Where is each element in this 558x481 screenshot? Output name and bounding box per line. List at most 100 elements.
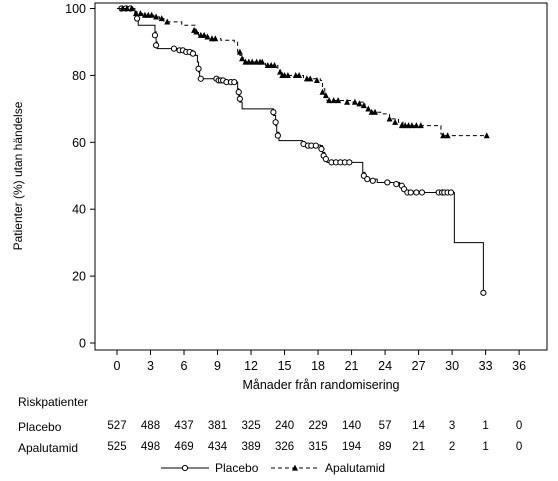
y-axis-label: Patienter (%) utan händelse (11, 101, 25, 250)
x-tick-label: 9 (214, 359, 221, 373)
censor-mark-placebo (418, 189, 426, 196)
censor-mark-apalutamid (319, 88, 326, 95)
censor-mark-apalutamid (365, 105, 372, 112)
censor-mark-apalutamid (124, 5, 131, 12)
risk-count: 1 (482, 420, 489, 432)
risk-table-title: Riskpatienter (18, 395, 89, 409)
censor-mark-apalutamid (330, 97, 337, 104)
x-tick-label: 21 (345, 359, 359, 373)
risk-count: 57 (378, 420, 392, 432)
censor-mark-apalutamid (483, 132, 490, 139)
censor-mark-apalutamid (132, 10, 139, 17)
censor-mark-apalutamid (119, 5, 126, 12)
y-tick-label: 0 (79, 337, 86, 351)
censor-mark-apalutamid (164, 18, 171, 25)
risk-count: 469 (174, 441, 194, 453)
censor-mark-apalutamid (212, 35, 219, 42)
censor-mark-placebo (322, 155, 329, 163)
risk-count: 240 (274, 420, 295, 432)
censor-mark-apalutamid (351, 98, 358, 105)
risk-count: 381 (207, 420, 228, 432)
risk-count: 140 (341, 420, 362, 432)
legend-item-apalutamid: Apalutamid (271, 461, 385, 475)
risk-count: 326 (274, 441, 295, 453)
x-tick-label: 30 (445, 359, 459, 373)
y-axis: 0 20 40 60 80 100 (65, 2, 95, 351)
censor-mark-apalutamid (335, 97, 342, 104)
risk-count: 325 (241, 420, 261, 432)
series-line-apalutamid (117, 8, 487, 137)
censor-mark-apalutamid (413, 122, 420, 129)
censor-mark-apalutamid (417, 122, 424, 129)
series-layer (117, 5, 490, 296)
risk-count: 527 (107, 420, 127, 432)
censor-mark-placebo (346, 159, 353, 166)
censor-mark-placebo (197, 75, 204, 82)
censor-mark-apalutamid (271, 61, 278, 68)
x-tick-label: 6 (181, 359, 188, 373)
risk-row-label-placebo: Placebo (18, 420, 62, 434)
legend-label-placebo: Placebo (215, 461, 259, 475)
risk-count: 3 (448, 420, 456, 432)
censor-mark-apalutamid (307, 75, 314, 82)
censor-mark-apalutamid (277, 68, 284, 75)
censor-mark-apalutamid (193, 28, 200, 35)
censor-mark-placebo (195, 65, 202, 72)
censor-mark-placebo (413, 189, 420, 196)
risk-count: 1 (482, 441, 489, 453)
x-axis-label: Månader från randomisering (242, 378, 399, 392)
censor-mark-placebo (480, 289, 487, 296)
plot-frame (94, 2, 548, 351)
x-tick-label: 12 (244, 359, 258, 373)
x-tick-label: 18 (311, 359, 325, 373)
censor-mark-placebo (384, 179, 391, 186)
censor-mark-placebo (407, 189, 414, 196)
censor-mark-apalutamid (249, 58, 256, 65)
censor-mark-placebo (364, 175, 371, 183)
censor-mark-apalutamid (204, 33, 211, 40)
risk-count: 525 (107, 441, 127, 453)
censor-mark-apalutamid (372, 108, 379, 115)
y-tick-label: 100 (65, 2, 86, 16)
censor-mark-apalutamid (296, 72, 303, 78)
censor-mark-apalutamid (356, 100, 363, 107)
y-tick-label: 60 (72, 136, 86, 150)
risk-count: 0 (515, 420, 523, 432)
risk-count: 229 (308, 420, 328, 432)
censor-mark-apalutamid (392, 118, 399, 125)
censor-mark-apalutamid (344, 98, 351, 105)
risk-row-label-apalutamid: Apalutamid (18, 441, 79, 455)
x-tick-label: 15 (278, 359, 292, 373)
censor-mark-apalutamid (158, 15, 165, 22)
censor-mark-placebo (151, 32, 159, 39)
censor-mark-placebo (272, 119, 279, 126)
y-tick-label: 80 (72, 69, 86, 83)
censor-mark-placebo (393, 181, 400, 188)
censor-mark-apalutamid (313, 77, 320, 84)
censor-mark-apalutamid (236, 48, 243, 55)
censor-mark-apalutamid (128, 5, 135, 12)
risk-count: 389 (241, 441, 261, 453)
censor-mark-placebo (312, 142, 319, 149)
censor-mark-apalutamid (360, 102, 367, 109)
censor-mark-apalutamid (239, 55, 246, 62)
censor-mark-placebo (170, 45, 178, 52)
risk-count: 315 (308, 441, 328, 453)
legend-swatch-placebo (161, 464, 209, 472)
censor-mark-apalutamid (408, 122, 415, 129)
y-tick-label: 20 (72, 270, 86, 284)
x-tick-label: 33 (479, 359, 493, 373)
censor-mark-apalutamid (137, 10, 144, 17)
legend-swatch-apalutamid (271, 464, 319, 471)
legend-item-placebo: Placebo (161, 461, 258, 475)
censor-mark-placebo (231, 78, 238, 86)
censor-mark-apalutamid (386, 115, 393, 122)
risk-count: 21 (412, 441, 425, 453)
series-line-placebo (117, 8, 484, 293)
risk-count: 194 (341, 441, 362, 453)
x-tick-label: 0 (114, 359, 121, 373)
censor-mark-placebo (274, 132, 281, 139)
censor-mark-apalutamid (148, 11, 155, 18)
censor-mark-placebo (447, 189, 455, 196)
